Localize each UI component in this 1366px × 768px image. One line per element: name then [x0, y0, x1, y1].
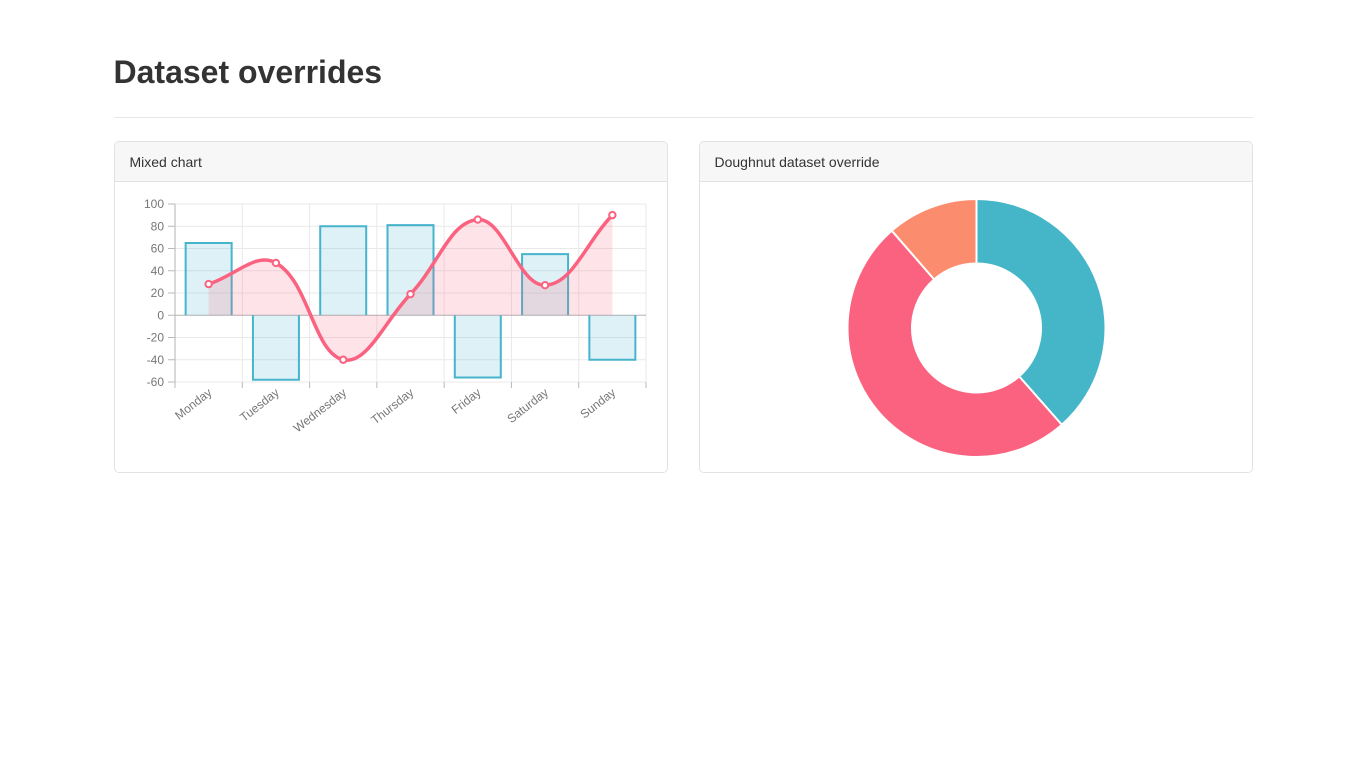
data-point[interactable] — [540, 281, 549, 290]
y-tick-label: -60 — [146, 375, 164, 389]
line-area-fill — [208, 215, 612, 361]
mixed-chart-canvas[interactable]: 100 80 60 40 20 0 -20 -40 -60 Monday Tuesday Wednes… — [115, 182, 667, 472]
bar-border — [587, 315, 636, 361]
page: Dataset overrides Mixed chart 100 80 60 40 2… — [113, 0, 1253, 473]
bar-border — [520, 253, 569, 316]
data-point[interactable] — [338, 355, 347, 364]
doughnut-segment-pink[interactable] — [846, 229, 1063, 459]
data-point[interactable] — [607, 210, 617, 220]
bar-border — [453, 315, 502, 379]
y-tick-label: 60 — [150, 242, 164, 256]
mixed-chart-card-header: Mixed chart — [114, 142, 667, 182]
bar-border — [318, 225, 367, 316]
bar[interactable] — [387, 225, 433, 316]
x-axis-labels: Monday Tuesday Wednesday Thursday Friday Satu… — [172, 385, 618, 435]
mixed-chart-card-title: Mixed chart — [129, 153, 202, 170]
page-title: Dataset overrides — [113, 54, 383, 90]
x-tick-label: Saturday — [504, 385, 550, 426]
doughnut-card-header: Doughnut dataset override — [699, 142, 1252, 182]
data-point[interactable] — [271, 258, 280, 268]
y-tick-label: 0 — [157, 308, 164, 322]
doughnut-segment-teal[interactable] — [975, 198, 1106, 426]
bar-series — [184, 224, 636, 381]
doughnut-card-body — [699, 182, 1252, 472]
doughnut-chart-canvas[interactable] — [700, 182, 1252, 472]
line-points — [203, 210, 617, 364]
bar-border — [386, 224, 434, 316]
x-tick-label: Thursday — [368, 385, 416, 427]
doughnut-segment-orange[interactable] — [890, 198, 977, 281]
doughnut-card: Doughnut dataset override — [698, 141, 1253, 473]
bar[interactable] — [319, 226, 366, 316]
mixed-chart-card: Mixed chart 100 80 60 40 20 0 -20 -40 -60 Monday T… — [113, 141, 668, 473]
data-point[interactable] — [203, 279, 213, 289]
tick-marks — [167, 203, 646, 388]
y-tick-label: 20 — [150, 286, 164, 300]
data-point[interactable] — [473, 215, 482, 224]
doughnut-card-title: Doughnut dataset override — [714, 153, 880, 170]
y-tick-label: 40 — [150, 264, 164, 278]
charts-row: Mixed chart 100 80 60 40 20 0 -20 -40 -60 Monday T… — [113, 141, 1253, 473]
divider — [113, 117, 1253, 118]
bar-border — [184, 241, 233, 316]
y-tick-label: -40 — [146, 353, 164, 367]
data-point[interactable] — [405, 289, 415, 299]
bar-border — [251, 315, 300, 381]
mixed-chart-card-body: 100 80 60 40 20 0 -20 -40 -60 Monday Tuesday Wednes… — [114, 182, 667, 472]
y-tick-label: 100 — [143, 197, 163, 211]
y-tick-label: -20 — [146, 331, 164, 345]
y-axis-labels: 100 80 60 40 20 0 -20 -40 -60 — [143, 197, 163, 389]
x-tick-label: Wednesday — [290, 385, 348, 435]
y-tick-label: 80 — [150, 219, 164, 233]
bar[interactable] — [454, 315, 501, 378]
x-tick-label: Sunday — [577, 385, 618, 421]
x-tick-label: Tuesday — [237, 385, 282, 424]
x-tick-label: Friday — [448, 385, 483, 417]
bar[interactable] — [252, 315, 299, 380]
bar[interactable] — [588, 315, 635, 360]
x-tick-label: Monday — [172, 385, 214, 422]
